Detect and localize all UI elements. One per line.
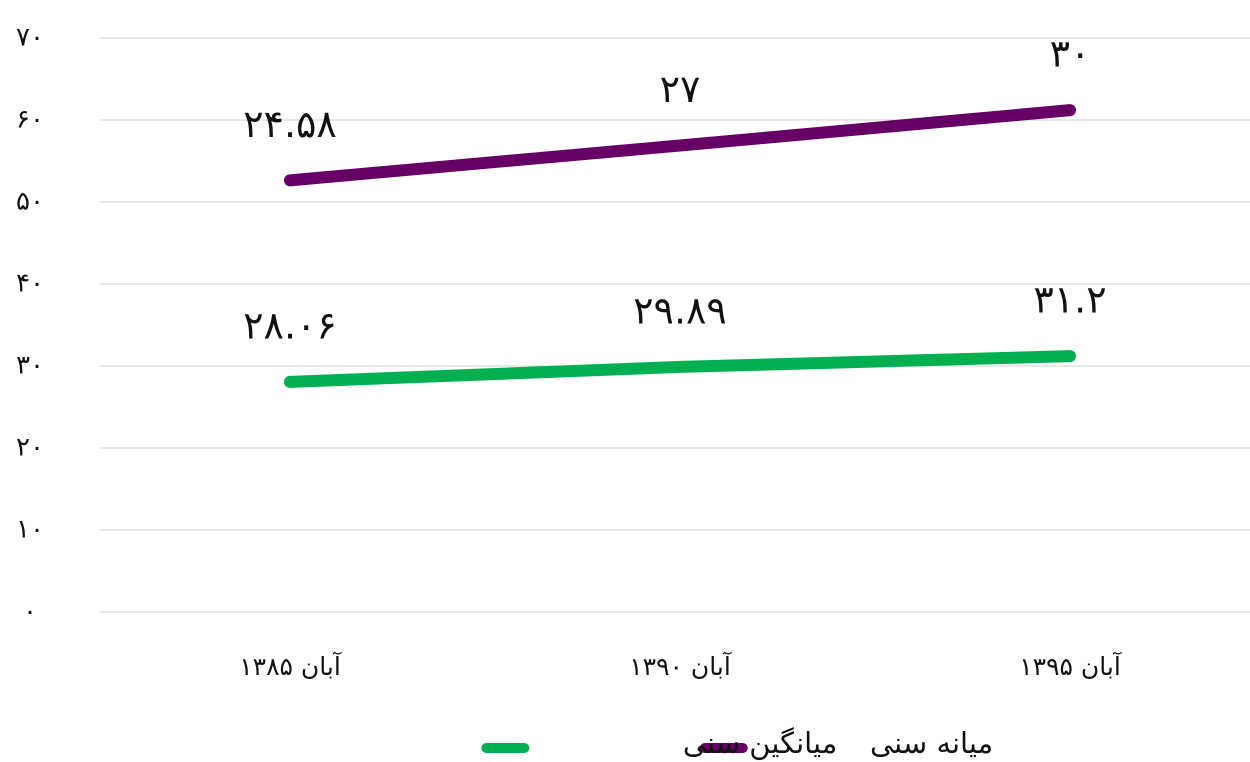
- y-tick-label: ۶۰: [16, 105, 44, 135]
- x-tick-label: آبان ۱۳۹۰: [629, 651, 732, 681]
- data-label: ۳۱.۲: [1033, 278, 1106, 322]
- y-tick-label: ۳۰: [16, 351, 44, 381]
- data-label: ۲۷: [660, 67, 701, 111]
- data-label: ۳۰: [1050, 32, 1091, 76]
- y-tick-label: ۷۰: [16, 23, 44, 53]
- x-tick-label: آبان ۱۳۸۵: [239, 651, 342, 681]
- y-tick-label: ۴۰: [16, 269, 44, 299]
- series-line: [284, 350, 1076, 388]
- y-tick-label: ۵۰: [16, 187, 44, 217]
- series-line: [284, 104, 1076, 187]
- y-tick-label: ۱۰: [16, 515, 44, 545]
- data-label: ۲۴.۵۸: [243, 102, 337, 146]
- data-label: ۲۸.۰۶: [243, 303, 337, 347]
- legend-label: میانه سنی: [870, 726, 993, 760]
- legend-label: میانگین سنی: [683, 726, 837, 760]
- y-tick-label: ۰: [23, 597, 37, 627]
- y-tick-label: ۲۰: [16, 433, 44, 463]
- data-label: ۲۹.۸۹: [633, 288, 727, 332]
- x-tick-label: آبان ۱۳۹۵: [1019, 651, 1122, 681]
